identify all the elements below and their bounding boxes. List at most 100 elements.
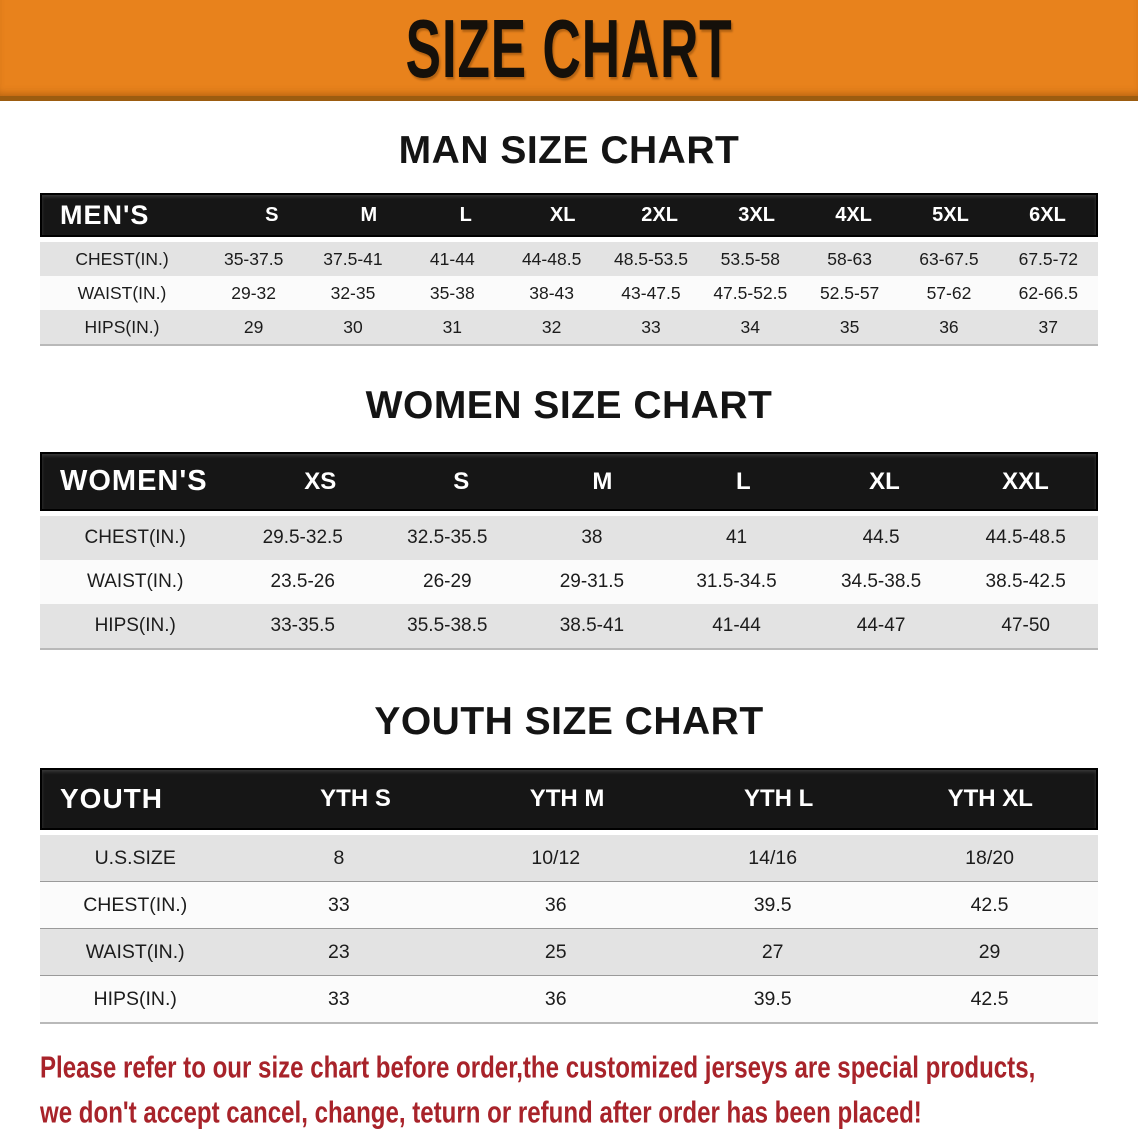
size-value-cell: 29 xyxy=(978,940,1001,963)
size-value-cell: 39.5 xyxy=(753,987,792,1010)
size-value-cell: 38-43 xyxy=(529,282,575,303)
disclaimer: Please refer to our size chart before or… xyxy=(40,1046,1138,1132)
table-corner-label: YOUTH xyxy=(60,783,163,814)
size-column-header: L xyxy=(736,467,751,495)
size-value-cell: 37.5-41 xyxy=(323,248,383,269)
size-value-cell: 44-47 xyxy=(856,615,906,636)
size-table-header: YOUTH YTH S YTH M YTH L YTH XL xyxy=(40,768,1098,830)
size-value-cell: 36 xyxy=(939,316,959,337)
size-value-cell: 18/20 xyxy=(965,846,1014,869)
table-row: WAIST(IN.) 23.5-26 26-29 29-31.5 31.5-34.5 34… xyxy=(40,560,1098,604)
size-value-cell: 32 xyxy=(541,316,562,337)
size-value-cell: 41 xyxy=(725,527,748,548)
size-value-cell: 23 xyxy=(328,940,350,963)
size-value-cell: 41-44 xyxy=(712,615,761,636)
size-column-header: L xyxy=(459,203,472,226)
row-label: HIPS(IN.) xyxy=(93,987,177,1010)
youth-size-table: YOUTH YTH S YTH M YTH L YTH XL U.S.SIZE 8 10/12… xyxy=(40,768,1098,1024)
size-value-cell: 27 xyxy=(761,940,784,963)
size-column-header: M xyxy=(360,203,378,226)
size-value-cell: 36 xyxy=(544,987,567,1010)
size-table-body: U.S.SIZE 8 10/12 14/16 18/20 CHEST(IN.) 33 36 39… xyxy=(40,835,1098,1022)
size-column-header: 4XL xyxy=(835,203,872,226)
size-column-header: S xyxy=(265,203,279,226)
youth-section-title: YOUTH SIZE CHART xyxy=(374,700,764,743)
size-column-header: XXL xyxy=(1002,467,1049,495)
size-value-cell: 35-38 xyxy=(429,282,475,303)
size-value-cell: 48.5-53.5 xyxy=(613,248,688,269)
row-label: HIPS(IN.) xyxy=(94,615,176,636)
size-value-cell: 57-62 xyxy=(926,282,972,303)
size-table-header: WOMEN'S XS S M L XL XXL xyxy=(40,452,1098,511)
row-label: HIPS(IN.) xyxy=(84,316,160,337)
banner: SIZE CHART xyxy=(0,0,1138,101)
size-column-header: 6XL xyxy=(1029,203,1066,226)
size-column-header: YTH XL xyxy=(947,785,1033,812)
table-row: HIPS(IN.) 33 36 39.5 42.5 xyxy=(40,975,1098,1022)
size-value-cell: 14/16 xyxy=(748,846,798,869)
size-value-cell: 32.5-35.5 xyxy=(407,527,488,548)
size-value-cell: 10/12 xyxy=(531,846,581,869)
size-table-body: CHEST(IN.) 35-37.5 37.5-41 41-44 44-48.5 48.5… xyxy=(40,242,1098,344)
row-label: U.S.SIZE xyxy=(94,846,176,869)
women-section-title: WOMEN SIZE CHART xyxy=(365,384,773,427)
table-row: HIPS(IN.) 33-35.5 35.5-38.5 38.5-41 41-44 44-… xyxy=(40,604,1098,648)
disclaimer-line-2: we don't accept cancel, change, teturn o… xyxy=(40,1096,922,1130)
size-value-cell: 25 xyxy=(544,940,567,963)
size-value-cell: 23.5-26 xyxy=(270,571,335,592)
size-value-cell: 35-37.5 xyxy=(223,248,284,269)
size-value-cell: 42.5 xyxy=(970,893,1009,916)
size-value-cell: 37 xyxy=(1038,316,1058,337)
size-value-cell: 44.5 xyxy=(862,527,900,548)
size-value-cell: 33 xyxy=(328,987,350,1010)
size-value-cell: 32-35 xyxy=(330,282,376,303)
table-row: CHEST(IN.) 33 36 39.5 42.5 xyxy=(40,881,1098,928)
size-table-body: CHEST(IN.) 29.5-32.5 32.5-35.5 38 41 44.5 44.5… xyxy=(40,516,1098,648)
size-value-cell: 30 xyxy=(343,316,363,337)
women-size-table: WOMEN'S XS S M L XL XXL CHEST(IN.) 29.5-32.5 32.5… xyxy=(40,452,1098,650)
size-value-cell: 33 xyxy=(641,316,661,337)
size-value-cell: 38 xyxy=(581,527,603,548)
size-table-header: MEN'S S M L XL 2XL 3XL 4XL 5XL 6XL xyxy=(40,193,1098,237)
men-section-title: MAN SIZE CHART xyxy=(398,129,740,172)
size-value-cell: 34.5-38.5 xyxy=(840,571,922,592)
banner-title: SIZE CHART xyxy=(405,1,733,95)
size-value-cell: 34 xyxy=(740,316,761,337)
table-row: HIPS(IN.) 29 30 31 32 33 34 35 36 37 xyxy=(40,310,1098,344)
size-value-cell: 31 xyxy=(442,316,463,337)
size-value-cell: 35 xyxy=(839,316,860,337)
size-value-cell: 38.5-42.5 xyxy=(985,571,1066,592)
size-value-cell: 67.5-72 xyxy=(1018,248,1078,269)
size-column-header: 3XL xyxy=(738,203,775,226)
size-column-header: M xyxy=(592,467,613,495)
size-value-cell: 44-48.5 xyxy=(521,248,582,269)
row-label: CHEST(IN.) xyxy=(83,893,188,916)
size-column-header: XL xyxy=(869,467,900,495)
size-column-header: S xyxy=(453,467,470,495)
table-row: CHEST(IN.) 35-37.5 37.5-41 41-44 44-48.5 48.5… xyxy=(40,242,1098,276)
row-label: CHEST(IN.) xyxy=(84,527,186,548)
size-value-cell: 35.5-38.5 xyxy=(407,615,488,636)
size-value-cell: 63-67.5 xyxy=(919,248,979,269)
row-label: CHEST(IN.) xyxy=(75,248,169,269)
size-value-cell: 52.5-57 xyxy=(819,282,880,303)
disclaimer-line-1: Please refer to our size chart before or… xyxy=(40,1051,1036,1085)
men-size-table: MEN'S S M L XL 2XL 3XL 4XL 5XL 6XL CHEST(IN.) 35-37… xyxy=(40,193,1098,346)
size-value-cell: 29-31.5 xyxy=(559,571,625,592)
size-value-cell: 41-44 xyxy=(429,248,475,269)
table-corner-label: WOMEN'S xyxy=(60,465,208,497)
size-value-cell: 29-32 xyxy=(231,282,277,303)
table-row: U.S.SIZE 8 10/12 14/16 18/20 xyxy=(40,835,1098,881)
size-column-header: 2XL xyxy=(641,203,678,226)
size-value-cell: 33-35.5 xyxy=(270,615,335,636)
size-value-cell: 26-29 xyxy=(423,571,472,592)
size-column-header: YTH L xyxy=(744,785,814,812)
size-value-cell: 31.5-34.5 xyxy=(696,571,777,592)
size-column-header: YTH M xyxy=(529,785,605,812)
size-value-cell: 29.5-32.5 xyxy=(262,527,343,548)
table-corner-label: MEN'S xyxy=(60,199,150,230)
size-value-cell: 29 xyxy=(243,316,264,337)
size-value-cell: 62-66.5 xyxy=(1018,282,1078,303)
row-label: WAIST(IN.) xyxy=(87,571,184,592)
